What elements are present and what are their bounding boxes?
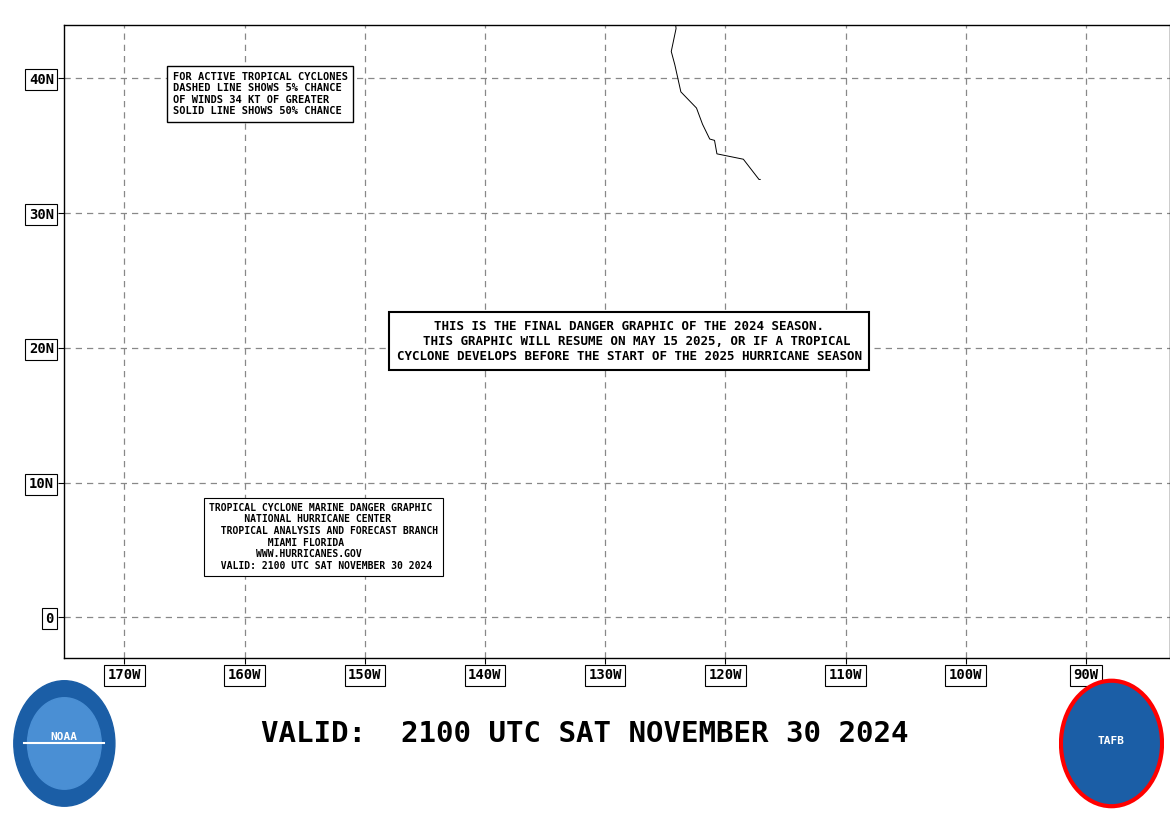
Text: FOR ACTIVE TROPICAL CYCLONES
DASHED LINE SHOWS 5% CHANCE
OF WINDS 34 KT OF GREAT: FOR ACTIVE TROPICAL CYCLONES DASHED LINE… <box>172 72 347 117</box>
Text: NOAA: NOAA <box>50 732 78 742</box>
Circle shape <box>1061 681 1162 806</box>
Text: VALID:  2100 UTC SAT NOVEMBER 30 2024: VALID: 2100 UTC SAT NOVEMBER 30 2024 <box>261 720 909 748</box>
Circle shape <box>14 681 115 806</box>
Circle shape <box>1080 704 1143 783</box>
Circle shape <box>28 698 101 789</box>
Text: THIS IS THE FINAL DANGER GRAPHIC OF THE 2024 SEASON.
  THIS GRAPHIC WILL RESUME : THIS IS THE FINAL DANGER GRAPHIC OF THE … <box>397 319 861 363</box>
Text: TAFB: TAFB <box>1097 736 1126 746</box>
Text: TROPICAL CYCLONE MARINE DANGER GRAPHIC
      NATIONAL HURRICANE CENTER
  TROPICA: TROPICAL CYCLONE MARINE DANGER GRAPHIC N… <box>208 502 438 571</box>
